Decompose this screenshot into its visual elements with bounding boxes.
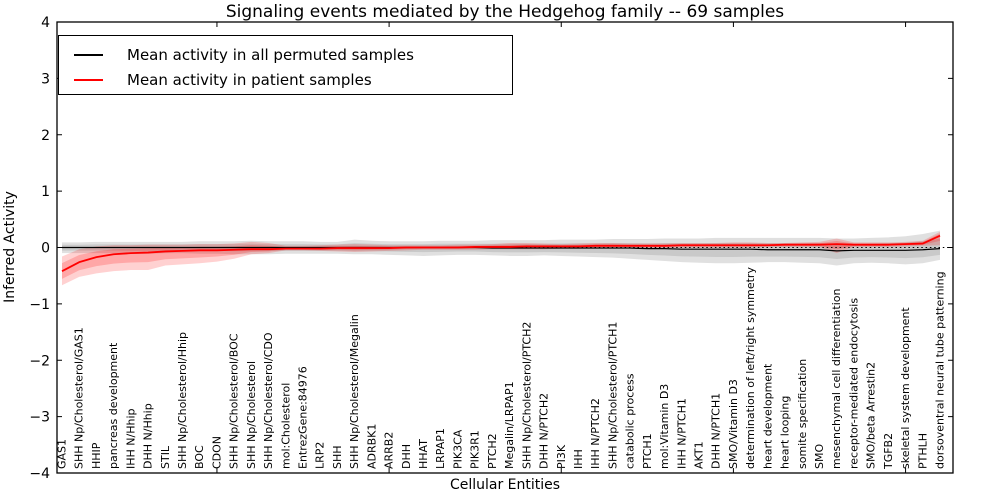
- x-tick-label: DHH N/PTCH1: [710, 393, 723, 469]
- x-tick-label: BOC: [193, 445, 206, 469]
- legend-item-permuted: Mean activity in all permuted samples: [74, 42, 512, 67]
- x-tick-label: SHH Np/Cholesterol/CDO: [262, 332, 275, 469]
- series-band-inner-0: [62, 238, 940, 259]
- x-tick-label: IHH: [572, 449, 585, 469]
- x-tick-label: IHH N/Hhip: [124, 408, 137, 469]
- x-tick-label: HHIP: [90, 442, 103, 469]
- x-tick-label: IHH N/PTCH1: [675, 398, 688, 469]
- x-tick-label: SHH Np/Cholesterol: [245, 361, 258, 469]
- x-tick-label: LRP2: [314, 442, 327, 469]
- x-tick-label: pancreas development: [107, 342, 120, 469]
- x-tick-label: HHAT: [417, 439, 430, 469]
- x-tick-label: SHH Np/Cholesterol/GAS1: [73, 327, 86, 469]
- x-tick-label: heart looping: [779, 396, 792, 469]
- legend-label-permuted: Mean activity in all permuted samples: [127, 45, 414, 64]
- x-tick-label: EntrezGene:84976: [297, 366, 310, 469]
- x-tick-label: PTHLH: [916, 433, 929, 469]
- y-tick-label: 3: [41, 71, 50, 87]
- x-tick-label: DHH N/PTCH2: [538, 393, 551, 469]
- x-tick-label: STIL: [159, 445, 172, 469]
- patient-line-swatch: [74, 78, 103, 81]
- x-tick-label: determination of left/right symmetry: [744, 267, 757, 469]
- x-tick-label: DHH N/Hhip: [142, 403, 155, 469]
- x-tick-label: Megalin/LRPAP1: [503, 381, 516, 469]
- x-tick-label: receptor-mediated endocytosis: [847, 298, 860, 469]
- legend: Mean activity in all permuted samples Me…: [58, 35, 513, 95]
- x-tick-label: CDON: [210, 436, 223, 469]
- x-tick-label: PI3K: [555, 444, 568, 469]
- x-tick-label: SHH Np/Cholesterol/Hhip: [176, 332, 189, 469]
- x-tick-label: somite specification: [796, 359, 809, 469]
- x-tick-label: IHH N/PTCH2: [589, 398, 602, 469]
- x-tick-label: SHH Np/Cholesterol/PTCH2: [520, 322, 533, 469]
- x-tick-label: SHH Np/Cholesterol/PTCH1: [606, 322, 619, 469]
- x-tick-label: SHH Np/Cholesterol/Megalin: [348, 314, 361, 469]
- x-tick-label: TGFB2: [882, 433, 895, 470]
- permuted-line-swatch: [74, 53, 103, 56]
- x-tick-label: dorsoventral neural tube patterning: [934, 271, 947, 469]
- legend-item-patient: Mean activity in patient samples: [74, 67, 512, 92]
- x-axis-label: Cellular Entities: [449, 477, 561, 493]
- y-tick-label: −1: [29, 297, 50, 313]
- x-tick-label: DHH: [400, 444, 413, 469]
- x-tick-label: mesenchymal cell differentiation: [830, 288, 843, 469]
- chart-title: Signaling events mediated by the Hedgeho…: [225, 2, 785, 22]
- x-tick-label: SMO/beta Arrestin2: [865, 362, 878, 469]
- x-tick-label: mol:Vitamin D3: [658, 384, 671, 469]
- x-tick-label: SHH Np/Cholesterol/BOC: [228, 333, 241, 469]
- y-tick-label: 2: [41, 128, 50, 144]
- y-tick-label: 4: [41, 15, 50, 31]
- x-tick-label: AKT1: [692, 441, 705, 469]
- y-tick-label: −3: [29, 410, 50, 426]
- x-tick-label: skeletal system development: [899, 307, 912, 469]
- y-tick-label: −2: [29, 353, 50, 369]
- x-tick-label: SMO: [813, 444, 826, 469]
- y-tick-label: −4: [29, 466, 50, 482]
- x-tick-label: ARRB2: [383, 432, 396, 469]
- x-tick-label: mol:Cholesterol: [279, 383, 292, 469]
- legend-label-patient: Mean activity in patient samples: [127, 70, 372, 89]
- x-tick-label: PIK3R1: [469, 430, 482, 469]
- x-tick-label: PTCH1: [641, 433, 654, 469]
- x-tick-label: GAS1: [56, 439, 69, 469]
- series-line-0: [62, 246, 941, 252]
- x-tick-label: PIK3CA: [451, 429, 464, 469]
- y-tick-label: 1: [41, 184, 50, 200]
- y-tick-label: 0: [41, 241, 50, 257]
- x-tick-label: heart development: [761, 363, 774, 469]
- series-line-1: [61, 234, 941, 272]
- x-tick-label: LRPAP1: [434, 428, 447, 469]
- x-tick-label: catabolic process: [624, 373, 637, 469]
- x-tick-label: SHH: [331, 445, 344, 469]
- x-tick-label: ADRBK1: [365, 424, 378, 469]
- x-tick-label: SMO/Vitamin D3: [727, 379, 740, 469]
- x-tick-label: PTCH2: [486, 433, 499, 469]
